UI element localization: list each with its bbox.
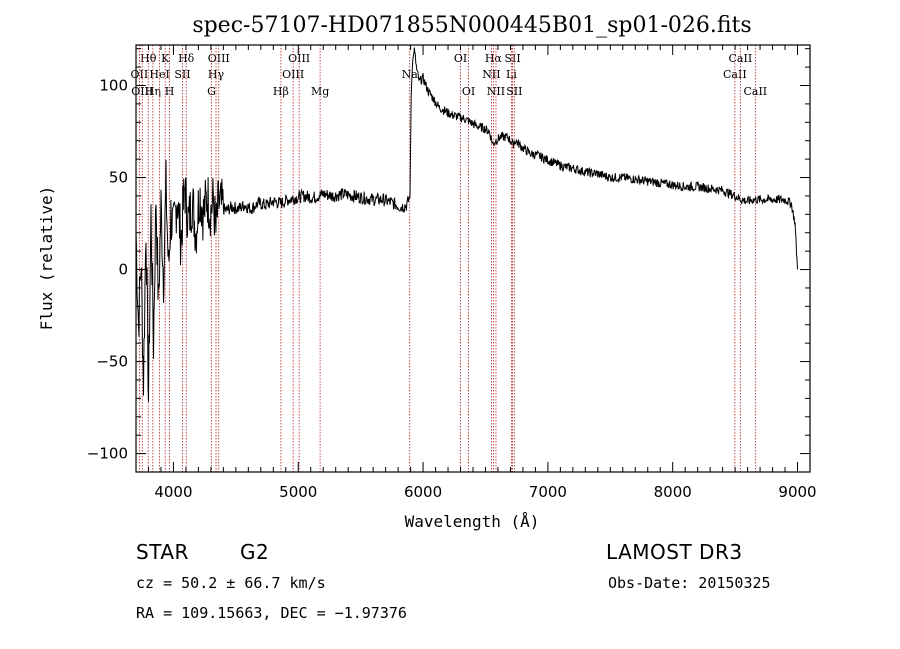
spectral-line-label-4: K: [161, 52, 170, 65]
spectral-line-label-27: CaII: [743, 85, 767, 98]
spectral-line-label-17: OI: [454, 52, 467, 65]
x-axis-label: Wavelength (Å): [405, 512, 540, 531]
spectral-line-label-23: Li: [506, 68, 517, 81]
x-tick-label: 5000: [279, 483, 317, 501]
spectral-line-label-16: Na: [402, 68, 419, 81]
spectral-line-label-8: Hδ: [178, 52, 195, 65]
spectral-line-label-2: OIII: [131, 85, 153, 98]
x-tick-label: 9000: [778, 483, 816, 501]
x-tick-label: 7000: [529, 483, 567, 501]
survey-name: LAMOST DR3: [606, 540, 743, 564]
spectral-line-label-3: Hη: [145, 85, 161, 98]
spectral-line-label-7: SII: [174, 68, 190, 81]
spectral-line-label-22: SII: [504, 52, 520, 65]
spectrum-chart: spec-57107-HD071855N000445B01_sp01-026.f…: [37, 13, 817, 531]
spectral-line-label-6: HeI: [149, 68, 169, 81]
spectral-line-label-12: Hβ: [273, 85, 289, 98]
object-subclass: G2: [240, 540, 270, 564]
y-tick-label: 50: [109, 169, 128, 187]
spectral-line-label-21: NII: [487, 85, 505, 98]
chart-title: spec-57107-HD071855N000445B01_sp01-026.f…: [192, 13, 751, 38]
object-class: STAR: [136, 540, 189, 564]
spectral-line-label-14: OIII: [288, 52, 310, 65]
observation-date: Obs-Date: 20150325: [608, 574, 771, 592]
x-axis-ticks: 4000 5000 6000 7000 8000 9000: [147, 45, 817, 501]
y-tick-label: 0: [118, 261, 128, 279]
spectral-line-label-20: NII: [482, 68, 500, 81]
spectral-line-label-26: CaII: [729, 52, 753, 65]
coordinates: RA = 109.15663, DEC = −1.97376: [136, 604, 407, 622]
spectral-line-label-18: OI: [462, 85, 475, 98]
spectral-line-label-11: G: [207, 85, 216, 98]
spectrum-series: [135, 47, 798, 402]
spectral-line-label-19: Hα: [485, 52, 503, 65]
spectrum-line-0: [135, 47, 798, 402]
y-axis-ticks: −100 −50 0 50 100: [87, 48, 810, 473]
spectral-line-label-13: OIII: [282, 68, 304, 81]
spectral-line-label-25: CaII: [723, 68, 747, 81]
y-tick-label: 100: [99, 76, 128, 94]
redshift-velocity: cz = 50.2 ± 66.7 km/s: [136, 574, 326, 592]
y-tick-label: −100: [87, 445, 128, 463]
x-tick-label: 8000: [654, 483, 692, 501]
y-axis-label: Flux (relative): [37, 186, 56, 331]
spectral-line-label-5: H: [165, 85, 175, 98]
plot-frame: [135, 44, 811, 473]
spectral-line-label-15: Mg: [311, 85, 329, 98]
spectral-line-label-24: SII: [506, 85, 522, 98]
spectral-line-label-9: OIII: [208, 52, 230, 65]
spectral-line-label-10: Hγ: [208, 68, 225, 81]
x-tick-label: 6000: [404, 483, 442, 501]
x-tick-label: 4000: [154, 483, 192, 501]
spectral-line-label-1: OII: [131, 68, 149, 81]
y-tick-label: −50: [96, 353, 128, 371]
